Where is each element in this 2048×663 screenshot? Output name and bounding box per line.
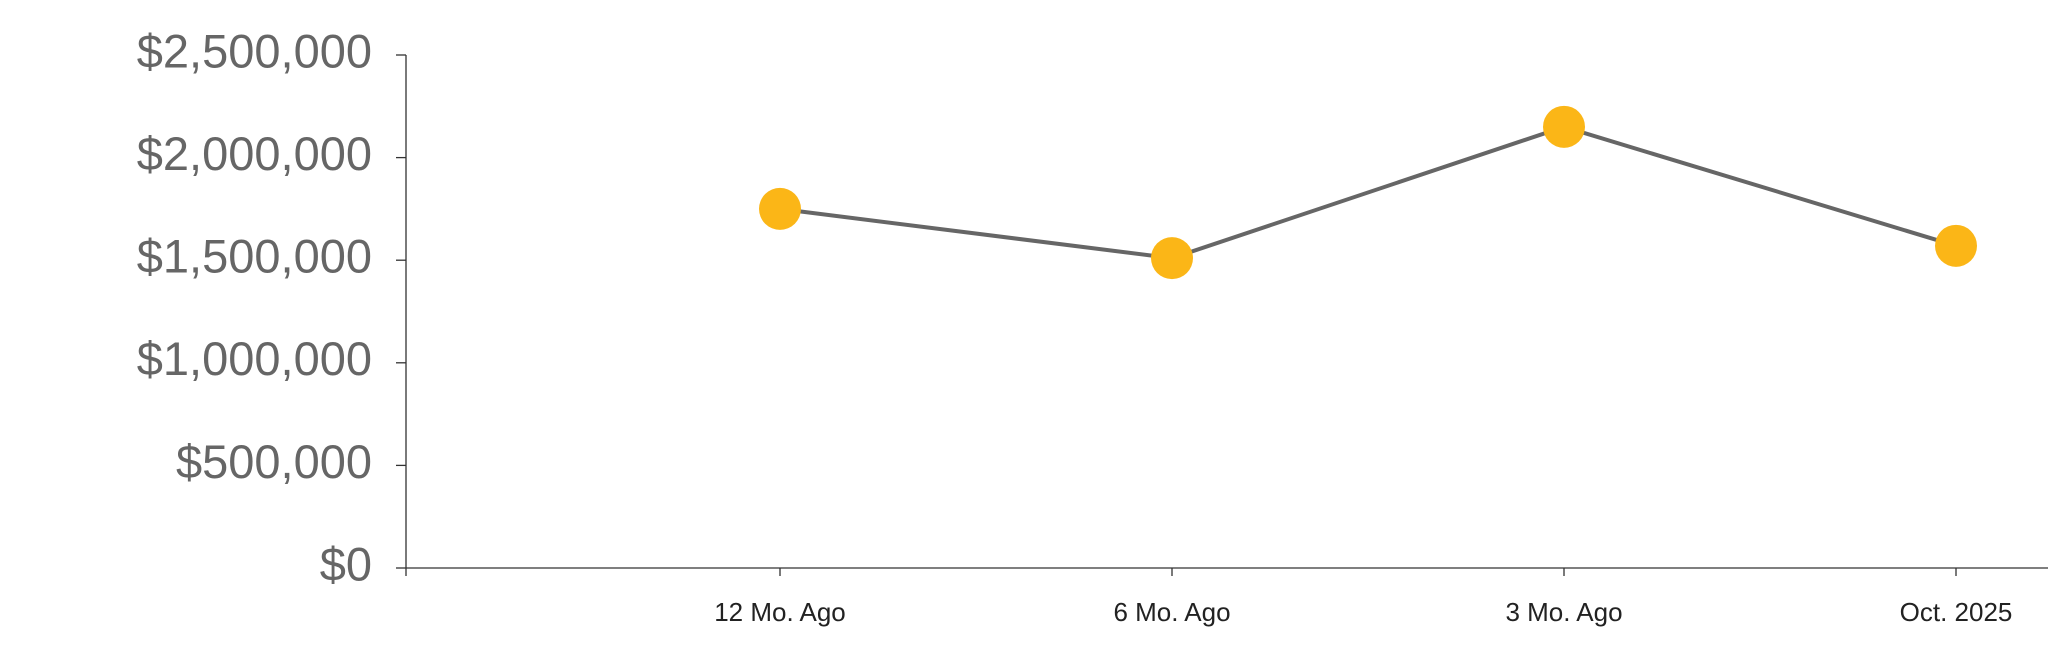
y-tick-label: $1,500,000 — [137, 230, 372, 283]
x-tick-label: Oct. 2025 — [1900, 597, 2013, 627]
y-tick-label: $0 — [320, 537, 372, 590]
y-tick-label: $500,000 — [176, 435, 372, 488]
data-point — [1935, 224, 1977, 267]
y-tick-label: $1,000,000 — [137, 332, 372, 385]
data-point — [1151, 237, 1193, 280]
x-tick-label: 12 Mo. Ago — [714, 597, 846, 627]
data-line — [779, 124, 1957, 261]
y-tick-label: $2,000,000 — [137, 127, 372, 180]
x-tick-label: 6 Mo. Ago — [1113, 597, 1230, 627]
data-point — [1543, 105, 1585, 148]
data-point — [759, 187, 801, 230]
x-tick-label: 3 Mo. Ago — [1505, 597, 1622, 627]
y-tick-label: $2,500,000 — [137, 24, 372, 77]
